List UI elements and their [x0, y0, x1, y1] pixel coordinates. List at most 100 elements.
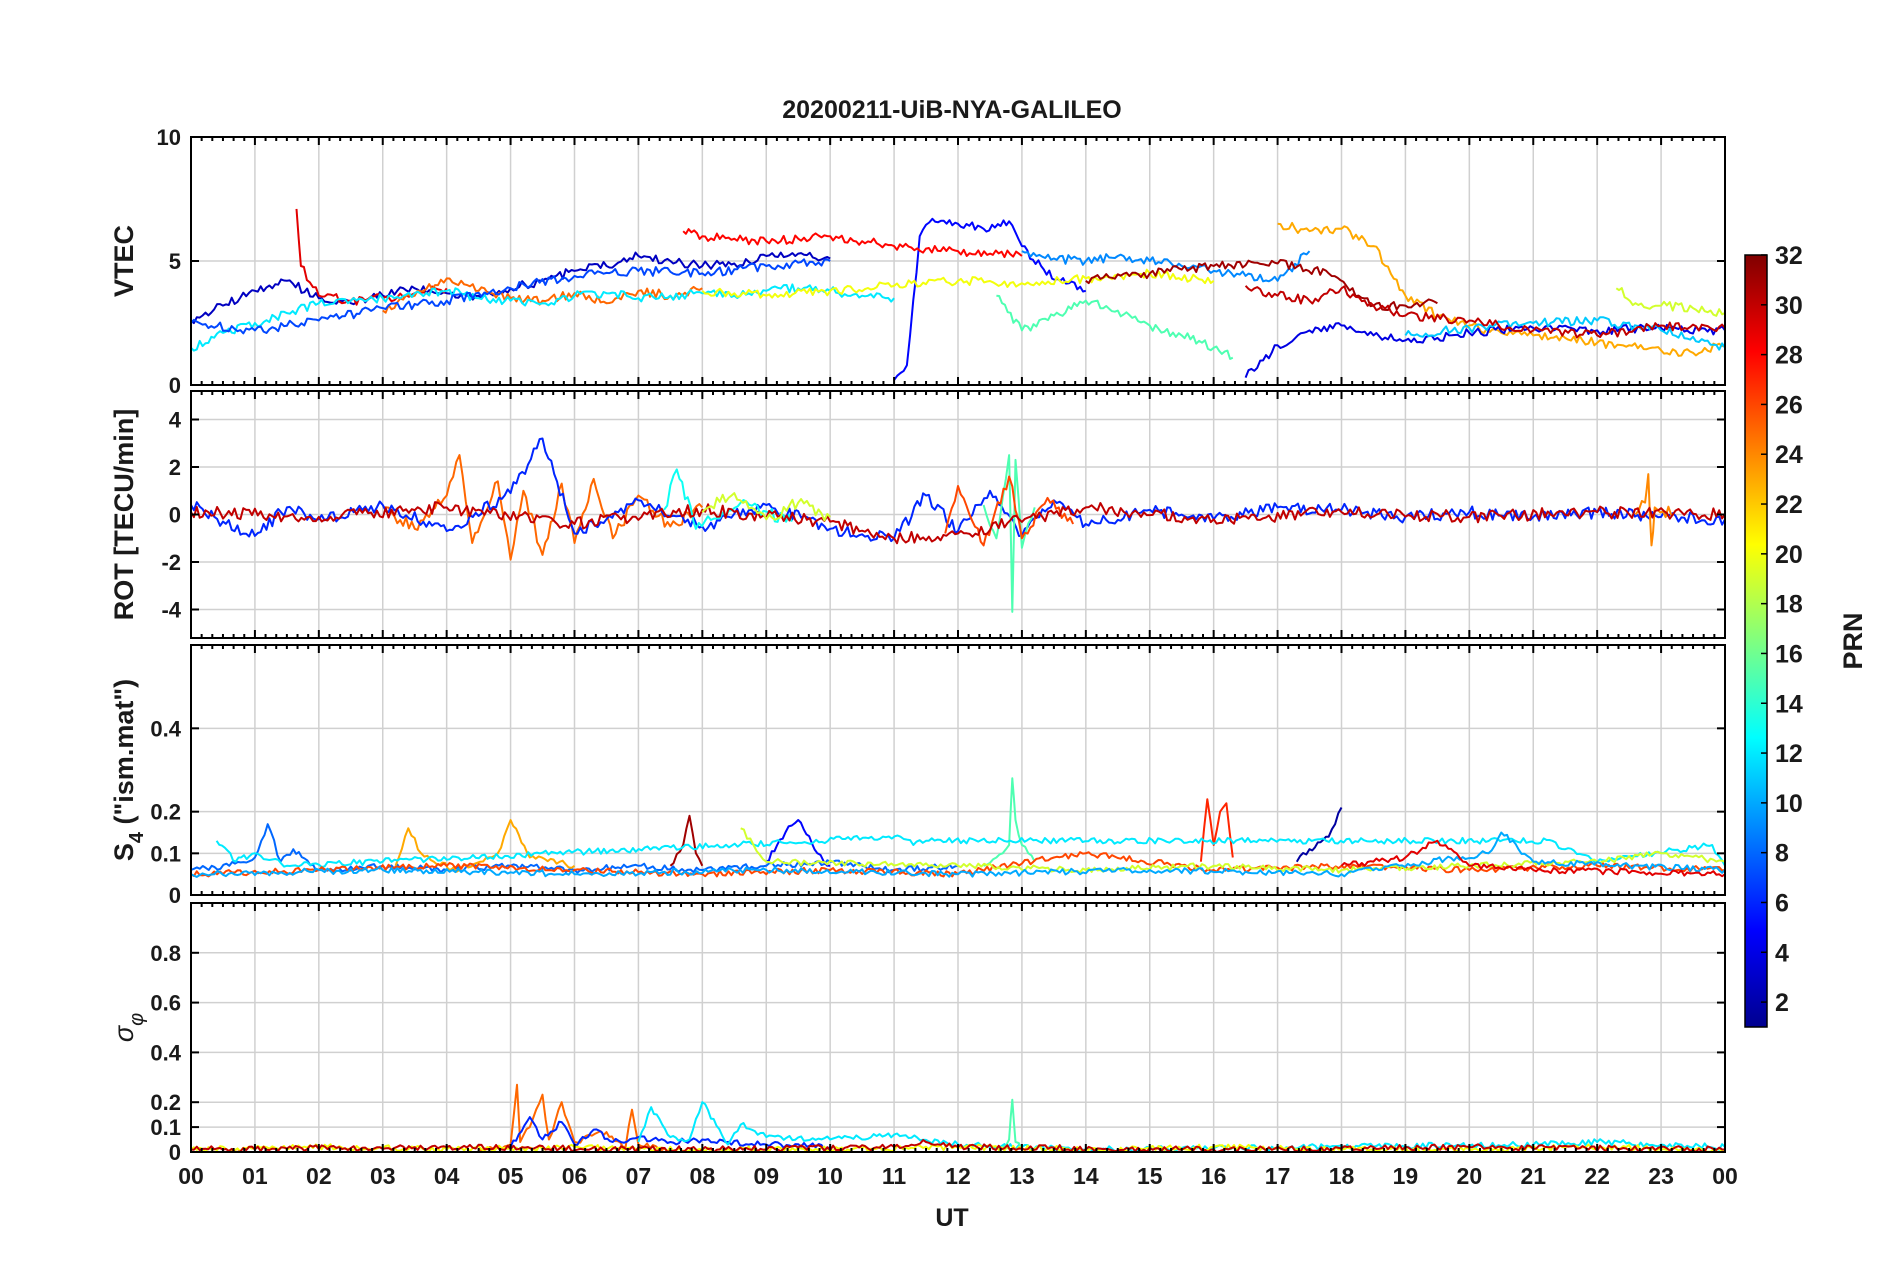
series-prn-9 [1021, 250, 1311, 283]
x-tick-label: 08 [690, 1163, 716, 1189]
x-tick-label: 06 [562, 1163, 588, 1189]
colorbar-tick-label: 18 [1775, 591, 1803, 619]
grid [191, 645, 1725, 895]
series-prn-23 [1277, 221, 1725, 357]
x-tick-label: 09 [753, 1163, 779, 1189]
y-tick-label: 0 [169, 503, 181, 528]
y-tick-label: 0.6 [150, 991, 181, 1016]
x-tick-label: 00 [178, 1163, 204, 1189]
x-tick-label: 21 [1520, 1163, 1546, 1189]
series-prn-15 [983, 777, 1036, 867]
x-tick-label: 01 [242, 1163, 268, 1189]
y-axis-label: ROT [TECU/min] [109, 409, 139, 620]
colorbar-tick-label: 2 [1775, 989, 1789, 1017]
y-axis-label-sub: φ [126, 1013, 148, 1026]
colorbar-tick-label: 16 [1775, 640, 1803, 668]
colorbar-tick-label: 14 [1775, 690, 1803, 718]
panel-vtec: 0 5 10 VTEC [109, 125, 1726, 398]
series-prn-27 [1199, 798, 1234, 862]
series-prn-15 [982, 454, 1036, 613]
x-tick-label: 12 [945, 1163, 971, 1189]
series-prn-10 [191, 831, 1725, 878]
x-tick-label: 05 [498, 1163, 524, 1189]
colorbar-tick-label: 26 [1775, 391, 1803, 419]
y-tick-label: 0 [169, 373, 181, 398]
y-tick-label: 0.2 [150, 800, 181, 825]
series-prn-12 [215, 834, 1725, 868]
y-tick-label: 0.2 [150, 1090, 181, 1115]
y-tick-label: 4 [169, 408, 182, 433]
y-axis-label-main: S [109, 843, 139, 861]
colorbar-tick-label: 22 [1775, 491, 1803, 519]
colorbar-tick-label: 28 [1775, 342, 1803, 370]
y-tick-label: 0.8 [150, 941, 181, 966]
x-tick-label: 18 [1329, 1163, 1355, 1189]
y-tick-label: 0 [169, 1140, 181, 1165]
colorbar-tick-label: 30 [1775, 292, 1803, 320]
x-tick-label: 16 [1201, 1163, 1227, 1189]
series-prn-31 [669, 814, 704, 867]
grid [191, 903, 1725, 1152]
series-prn-5 [765, 819, 831, 867]
panel-rot: -4 -2 0 2 4 ROT [TECU/min] [109, 390, 1726, 639]
series-prn-29 [1340, 839, 1725, 878]
x-tick-label: 02 [306, 1163, 332, 1189]
y-tick-label: 0.4 [150, 1040, 181, 1065]
y-tick-label: 10 [157, 125, 181, 150]
panel-sigma_phi: 00.10.2 0.4 0.6 0.8 σφ 00 01 02 03 04 05 06 07 08 09 10… [109, 902, 1738, 1189]
colorbar-tick-label: 4 [1775, 939, 1789, 967]
series-group [191, 208, 1725, 381]
y-axis-label: σφ [109, 1013, 148, 1042]
figure-title: 20200211-UiB-NYA-GALILEO [782, 96, 1121, 124]
panel-s4: 0 0.1 0.2 0.4 S4 ("ism.mat") [109, 644, 1726, 908]
y-tick-label: 0 [169, 883, 181, 908]
x-axis-label: UT [935, 1204, 968, 1232]
series-prn-28 [682, 228, 1023, 259]
series-prn-6 [191, 437, 1725, 543]
series-prn-26 [944, 475, 1075, 547]
x-tick-label: 03 [370, 1163, 396, 1189]
series-prn-11 [1404, 316, 1725, 351]
x-tick-label: 22 [1584, 1163, 1610, 1189]
x-tick-label: 14 [1073, 1163, 1099, 1189]
series-group [191, 437, 1725, 613]
y-axis-label-main: σ [109, 1024, 139, 1042]
y-axis-label: VTEC [109, 225, 139, 297]
series-prn-25 [382, 454, 704, 561]
colorbar-tick-label: 6 [1775, 889, 1789, 917]
series-prn-12 [191, 283, 895, 352]
series-prn-6 [509, 1116, 831, 1151]
y-tick-label: 0.1 [150, 841, 181, 866]
y-tick-label: 0.4 [150, 716, 181, 741]
x-tick-label: 13 [1009, 1163, 1035, 1189]
series-prn-15 [996, 294, 1234, 360]
y-tick-label: 5 [169, 249, 181, 274]
series-prn-2 [1295, 807, 1343, 863]
x-tick-label: 07 [626, 1163, 652, 1189]
series-prn-7 [191, 258, 831, 335]
series-group [191, 777, 1725, 878]
x-tick-label: 17 [1265, 1163, 1291, 1189]
x-tick-label: 04 [434, 1163, 460, 1189]
colorbar-gradient [1744, 254, 1768, 1028]
series-prn-31 [1085, 259, 1438, 311]
colorbar-tick-label: 24 [1775, 441, 1803, 469]
series-prn-30 [191, 501, 1725, 545]
y-tick-label: 0.1 [150, 1115, 181, 1140]
colorbar-tick-label: 12 [1775, 740, 1803, 768]
x-tick-label: 23 [1648, 1163, 1674, 1189]
x-tick-label: 19 [1393, 1163, 1419, 1189]
x-tick-label: 15 [1137, 1163, 1163, 1189]
y-tick-label: 2 [169, 455, 181, 480]
y-axis-label-rest: ("ism.mat") [109, 679, 139, 832]
colorbar-tick-label: 20 [1775, 541, 1803, 569]
colorbar-tick-label: 32 [1775, 242, 1803, 270]
y-axis-label-sub: 4 [126, 831, 148, 843]
x-tick-label: 10 [817, 1163, 843, 1189]
x-tick-label: 20 [1457, 1163, 1483, 1189]
x-tick-label: 00 [1712, 1163, 1738, 1189]
series-prn-19 [1615, 287, 1725, 317]
series-prn-30 [1244, 285, 1725, 339]
